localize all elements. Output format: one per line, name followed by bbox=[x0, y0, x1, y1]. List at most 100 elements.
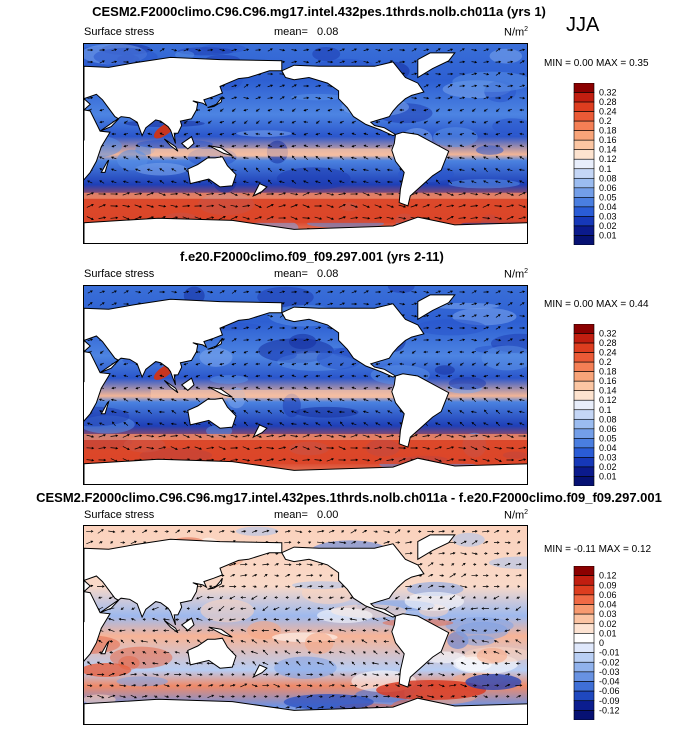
colorbar-tick-label: 0.06 bbox=[599, 590, 617, 600]
colorbar-swatch bbox=[573, 690, 595, 702]
colorbar-tick-label: 0.08 bbox=[599, 414, 617, 424]
colorbar-swatch bbox=[573, 92, 595, 103]
colorbar-tick-label: 0.1 bbox=[599, 405, 612, 415]
colorbar-tick-label: 0.12 bbox=[599, 571, 617, 581]
colorbar-tick-label: 0.14 bbox=[599, 386, 617, 396]
colorbar-swatch bbox=[573, 447, 595, 458]
colorbar-swatch bbox=[573, 342, 595, 353]
panel2-map-svg bbox=[84, 286, 527, 484]
colorbar-tick-label: -0.03 bbox=[599, 667, 620, 677]
colorbar-swatch bbox=[573, 457, 595, 468]
panel1-mean-label: mean= bbox=[274, 26, 308, 38]
colorbar-swatch bbox=[573, 604, 595, 615]
colorbar-tick-label: 0.24 bbox=[599, 107, 617, 117]
colorbar-tick-label: 0.03 bbox=[599, 211, 617, 221]
panel2-title: f.e20.F2000climo.f09_f09.297.001 (yrs 2-… bbox=[180, 249, 444, 264]
colorbar-swatch bbox=[573, 333, 595, 344]
colorbar-tick-label: 0.05 bbox=[599, 192, 617, 202]
colorbar-tick-label: 0.04 bbox=[599, 600, 617, 610]
colorbar-swatch bbox=[573, 168, 595, 179]
colorbar-tick-label: 0.16 bbox=[599, 376, 617, 386]
panel1-map bbox=[83, 43, 528, 244]
colorbar-swatch bbox=[573, 652, 595, 663]
panel2-units: N/m2 bbox=[504, 268, 529, 281]
colorbar-tick-label: 0.02 bbox=[599, 462, 617, 472]
colorbar-tick-label: 0.08 bbox=[599, 173, 617, 183]
colorbar-tick-label: -0.04 bbox=[599, 677, 620, 687]
colorbar-tick-label: 0.01 bbox=[599, 230, 617, 240]
colorbar-tick-label: 0.02 bbox=[599, 619, 617, 629]
colorbar-swatch bbox=[573, 575, 595, 586]
colorbar-swatch bbox=[573, 700, 595, 711]
colorbar-tick-label: 0.01 bbox=[599, 471, 617, 481]
colorbar-swatch bbox=[573, 324, 595, 334]
panel2-min-max: MIN = 0.00 MAX = 0.44 bbox=[544, 299, 649, 310]
panel2-colorbar: 0.320.280.240.20.180.160.140.120.10.080.… bbox=[573, 324, 617, 486]
colorbar-tick-label: 0.16 bbox=[599, 135, 617, 145]
colorbar-swatch bbox=[573, 101, 595, 112]
colorbar-tick-label: 0.03 bbox=[599, 452, 617, 462]
colorbar-tick-label: 0.2 bbox=[599, 116, 612, 126]
colorbar-swatch bbox=[573, 584, 595, 596]
colorbar-swatch bbox=[573, 235, 595, 245]
colorbar-tick-label: 0.04 bbox=[599, 202, 617, 212]
panel3-colorbar: 0.120.090.060.040.030.020.010-0.01-0.02-… bbox=[573, 566, 620, 720]
colorbar-tick-label: 0.28 bbox=[599, 97, 617, 107]
colorbar-swatch bbox=[573, 710, 595, 720]
colorbar-swatch bbox=[573, 111, 595, 122]
colorbar-swatch bbox=[573, 390, 595, 401]
panel3-title: CESM2.F2000climo.C96.C96.mg17.intel.432p… bbox=[36, 490, 662, 505]
panel1-min-max: MIN = 0.00 MAX = 0.35 bbox=[544, 58, 649, 69]
colorbar-tick-label: 0.06 bbox=[599, 183, 617, 193]
colorbar-swatch bbox=[573, 352, 595, 363]
colorbar-swatch bbox=[573, 661, 595, 673]
colorbar-tick-label: 0.18 bbox=[599, 126, 617, 136]
panel2-map bbox=[83, 285, 528, 485]
colorbar-swatch bbox=[573, 206, 595, 217]
colorbar-swatch bbox=[573, 633, 595, 644]
colorbar-tick-label: 0.12 bbox=[599, 154, 617, 164]
panel1-mean: 0.08 bbox=[317, 26, 339, 38]
panel1-variable: Surface stress bbox=[84, 26, 155, 38]
panel1-units: N/m2 bbox=[504, 26, 529, 39]
panel3-mean-label: mean= bbox=[274, 509, 308, 521]
colorbar-swatch bbox=[573, 671, 595, 682]
colorbar-swatch bbox=[573, 177, 595, 189]
colorbar-tick-label: -0.01 bbox=[599, 648, 620, 658]
colorbar-swatch bbox=[573, 399, 595, 411]
colorbar-tick-label: 0 bbox=[599, 638, 604, 648]
colorbar-swatch bbox=[573, 623, 595, 634]
colorbar-swatch bbox=[573, 428, 595, 439]
colorbar-swatch bbox=[573, 371, 595, 382]
colorbar-swatch bbox=[573, 197, 595, 208]
panel1-map-svg bbox=[84, 44, 527, 243]
colorbar-swatch bbox=[573, 476, 595, 486]
colorbar-tick-label: -0.09 bbox=[599, 696, 620, 706]
colorbar-swatch bbox=[573, 566, 595, 576]
panel3-variable: Surface stress bbox=[84, 509, 155, 521]
colorbar-tick-label: 0.05 bbox=[599, 433, 617, 443]
colorbar-tick-label: -0.02 bbox=[599, 657, 620, 667]
colorbar-swatch bbox=[573, 418, 595, 430]
colorbar-tick-label: 0.04 bbox=[599, 443, 617, 453]
colorbar-tick-label: 0.01 bbox=[599, 628, 617, 638]
colorbar-swatch bbox=[573, 120, 595, 131]
colorbar-tick-label: 0.32 bbox=[599, 88, 617, 98]
colorbar-swatch bbox=[573, 139, 595, 151]
colorbar-swatch bbox=[573, 149, 595, 160]
colorbar-swatch bbox=[573, 216, 595, 227]
colorbar-swatch bbox=[573, 380, 595, 392]
season-label: JJA bbox=[566, 14, 600, 36]
colorbar-tick-label: 0.24 bbox=[599, 348, 617, 358]
colorbar-swatch bbox=[573, 681, 595, 692]
panel2-variable: Surface stress bbox=[84, 268, 155, 280]
colorbar-swatch bbox=[573, 594, 595, 605]
colorbar-swatch bbox=[573, 225, 595, 236]
colorbar-swatch bbox=[573, 409, 595, 420]
colorbar-swatch bbox=[573, 158, 595, 170]
colorbar-tick-label: 0.06 bbox=[599, 424, 617, 434]
panel1-colorbar: 0.320.280.240.20.180.160.140.120.10.080.… bbox=[573, 83, 617, 245]
colorbar-swatch bbox=[573, 613, 595, 625]
colorbar-swatch bbox=[573, 466, 595, 477]
colorbar-tick-label: 0.14 bbox=[599, 145, 617, 155]
